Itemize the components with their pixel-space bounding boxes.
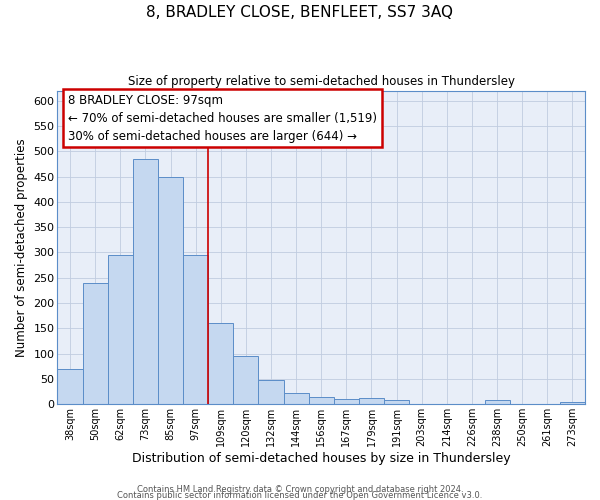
Bar	[183, 255, 208, 404]
Bar	[284, 393, 308, 404]
Bar	[108, 255, 133, 404]
X-axis label: Distribution of semi-detached houses by size in Thundersley: Distribution of semi-detached houses by …	[132, 452, 511, 465]
Bar	[384, 400, 409, 404]
Bar	[560, 402, 585, 404]
Bar	[334, 399, 359, 404]
Bar	[359, 398, 384, 404]
Text: Contains public sector information licensed under the Open Government Licence v3: Contains public sector information licen…	[118, 490, 482, 500]
Bar	[485, 400, 509, 404]
Bar	[233, 356, 259, 405]
Bar	[208, 324, 233, 404]
Bar	[83, 283, 108, 405]
Bar	[158, 176, 183, 404]
Y-axis label: Number of semi-detached properties: Number of semi-detached properties	[15, 138, 28, 356]
Text: 8 BRADLEY CLOSE: 97sqm
← 70% of semi-detached houses are smaller (1,519)
30% of : 8 BRADLEY CLOSE: 97sqm ← 70% of semi-det…	[68, 94, 377, 142]
Text: 8, BRADLEY CLOSE, BENFLEET, SS7 3AQ: 8, BRADLEY CLOSE, BENFLEET, SS7 3AQ	[146, 5, 454, 20]
Bar	[133, 159, 158, 404]
Bar	[308, 396, 334, 404]
Bar	[58, 369, 83, 404]
Text: Contains HM Land Registry data © Crown copyright and database right 2024.: Contains HM Land Registry data © Crown c…	[137, 485, 463, 494]
Title: Size of property relative to semi-detached houses in Thundersley: Size of property relative to semi-detach…	[128, 75, 515, 88]
Bar	[259, 380, 284, 404]
